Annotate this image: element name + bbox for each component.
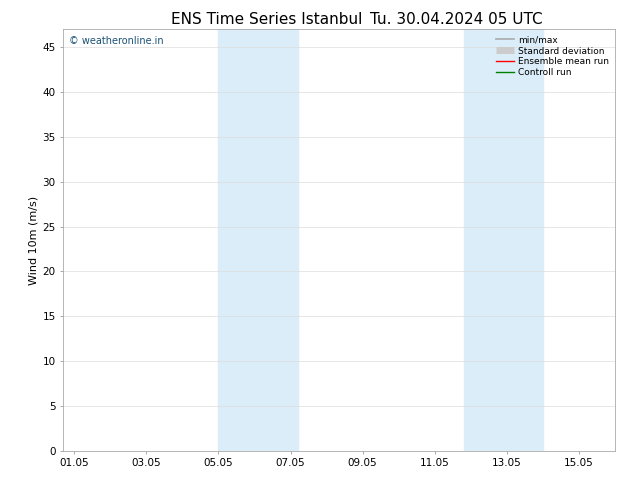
Bar [219, 29, 298, 451]
Text: ENS Time Series Istanbul: ENS Time Series Istanbul [171, 12, 362, 27]
Text: © weatheronline.in: © weatheronline.in [69, 36, 164, 46]
Y-axis label: Wind 10m (m/s): Wind 10m (m/s) [29, 196, 38, 285]
Bar [463, 29, 543, 451]
Text: Tu. 30.04.2024 05 UTC: Tu. 30.04.2024 05 UTC [370, 12, 543, 27]
Legend: min/max, Standard deviation, Ensemble mean run, Controll run: min/max, Standard deviation, Ensemble me… [494, 34, 611, 79]
